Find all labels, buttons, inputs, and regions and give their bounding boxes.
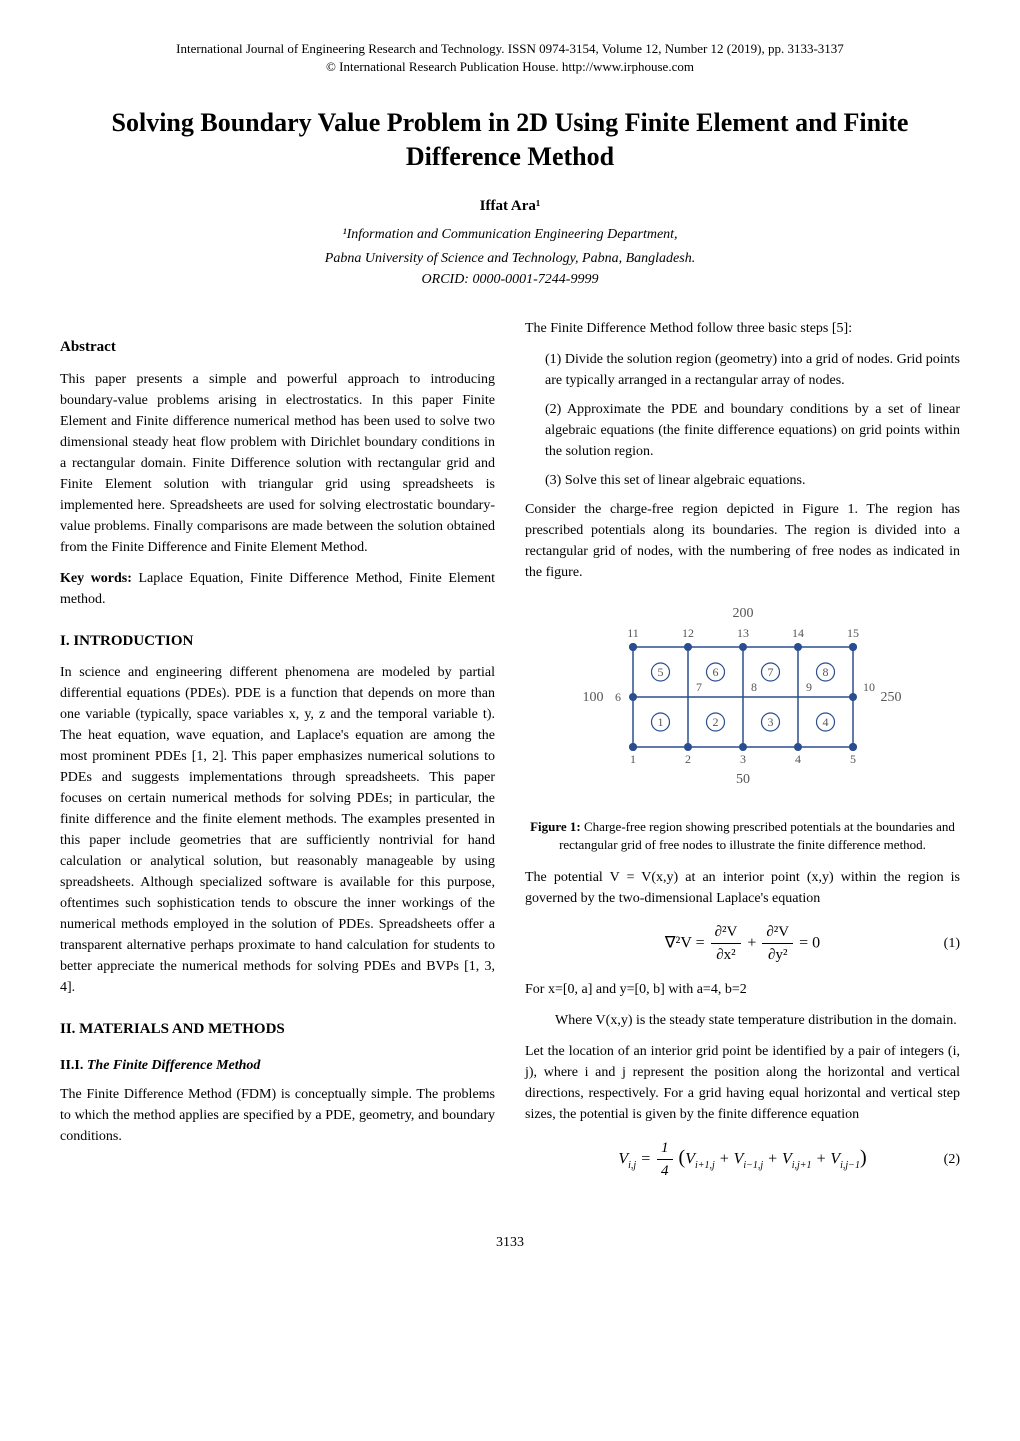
- eq2-p1: +: [715, 1150, 734, 1167]
- eq2-t1-sub: i+1,j: [695, 1159, 715, 1170]
- svg-text:10: 10: [863, 680, 875, 694]
- consider-paragraph: Consider the charge-free region depicted…: [525, 499, 960, 583]
- svg-text:3: 3: [767, 715, 773, 729]
- header-line2: © International Research Publication Hou…: [60, 58, 960, 76]
- author-name: Iffat Ara¹: [60, 198, 960, 215]
- abstract-text: This paper presents a simple and powerfu…: [60, 369, 495, 558]
- eq2-paren-close: ): [860, 1146, 867, 1168]
- svg-text:250: 250: [880, 690, 901, 705]
- affiliation-line1: ¹Information and Communication Engineeri…: [60, 225, 960, 245]
- eq1-t2-den: ∂y²: [762, 944, 793, 967]
- eq2-body: Vi,j = 14 (Vi+1,j + Vi−1,j + Vi,j+1 + Vi…: [618, 1137, 866, 1183]
- eq2-frac-num: 1: [657, 1137, 673, 1161]
- eq2-frac: 14: [657, 1137, 673, 1183]
- eq2-lhs: V: [618, 1150, 628, 1167]
- two-column-layout: Abstract This paper presents a simple an…: [60, 318, 960, 1194]
- svg-text:8: 8: [822, 665, 828, 679]
- eq2-t4-sub: i,j−1: [840, 1159, 860, 1170]
- steps-intro: The Finite Difference Method follow thre…: [525, 318, 960, 339]
- abstract-heading: Abstract: [60, 336, 495, 359]
- svg-text:15: 15: [847, 626, 859, 640]
- step-2: (2) Approximate the PDE and boundary con…: [545, 399, 960, 462]
- figure-1: 5162738411121314151234567891020010025050: [525, 597, 960, 804]
- svg-text:1: 1: [657, 715, 663, 729]
- eq1-plus: +: [747, 934, 756, 951]
- eq2-eq: =: [636, 1150, 655, 1167]
- eq2-t3: V: [782, 1150, 792, 1167]
- svg-text:100: 100: [582, 690, 603, 705]
- where-text: Where V(x,y) is the steady state tempera…: [525, 1010, 960, 1031]
- eq2-t2: V: [734, 1150, 744, 1167]
- eq2-t4: V: [830, 1150, 840, 1167]
- svg-text:6: 6: [615, 690, 621, 704]
- svg-text:50: 50: [736, 772, 750, 787]
- figure-1-svg: 5162738411121314151234567891020010025050: [563, 597, 923, 797]
- equation-1: ∇²V = ∂²V ∂x² + ∂²V ∂y² = 0 (1): [525, 921, 960, 967]
- affiliation-line2: Pabna University of Science and Technolo…: [60, 249, 960, 269]
- eq1-frac1: ∂²V ∂x²: [711, 921, 742, 967]
- equation-2: Vi,j = 14 (Vi+1,j + Vi−1,j + Vi,j+1 + Vi…: [525, 1137, 960, 1183]
- paper-title: Solving Boundary Value Problem in 2D Usi…: [60, 106, 960, 174]
- fig1-caption-text: Charge-free region showing prescribed po…: [559, 819, 955, 852]
- eq1-t1-num: ∂²V: [711, 921, 742, 945]
- eq2-frac-den: 4: [657, 1160, 673, 1183]
- keywords-label: Key words:: [60, 571, 132, 586]
- figure-1-caption: Figure 1: Charge-free region showing pre…: [525, 818, 960, 854]
- svg-text:5: 5: [657, 665, 663, 679]
- svg-text:4: 4: [822, 715, 828, 729]
- methods-heading: II. MATERIALS AND METHODS: [60, 1018, 495, 1041]
- fig1-caption-bold: Figure 1:: [530, 819, 581, 834]
- eq2-lhs-sub: i,j: [628, 1159, 636, 1170]
- orcid: ORCID: 0000-0001-7244-9999: [60, 272, 960, 288]
- eq2-t3-sub: i,j+1: [792, 1159, 812, 1170]
- svg-text:8: 8: [751, 680, 757, 694]
- step-1: (1) Divide the solution region (geometry…: [545, 349, 960, 391]
- eq1-lhs: ∇²V =: [665, 934, 705, 951]
- eq2-p3: +: [812, 1150, 831, 1167]
- eq2-number: (2): [944, 1149, 960, 1170]
- potential-text: The potential V = V(x,y) at an interior …: [525, 867, 960, 909]
- page-number: 3133: [60, 1235, 960, 1251]
- svg-text:9: 9: [806, 680, 812, 694]
- svg-text:14: 14: [792, 626, 804, 640]
- svg-text:6: 6: [712, 665, 718, 679]
- eq1-number: (1): [944, 933, 960, 954]
- svg-text:4: 4: [795, 752, 801, 766]
- svg-text:7: 7: [696, 680, 702, 694]
- svg-text:13: 13: [737, 626, 749, 640]
- domain-text: For x=[0, a] and y=[0, b] with a=4, b=2: [525, 979, 960, 1000]
- svg-text:11: 11: [627, 626, 639, 640]
- header-line1: International Journal of Engineering Res…: [60, 40, 960, 58]
- step-3: (3) Solve this set of linear algebraic e…: [545, 470, 960, 491]
- svg-text:2: 2: [712, 715, 718, 729]
- fdm-subheading: II.I. The Finite Difference Method: [60, 1055, 495, 1076]
- journal-header: International Journal of Engineering Res…: [60, 40, 960, 76]
- svg-text:12: 12: [682, 626, 694, 640]
- svg-text:5: 5: [850, 752, 856, 766]
- eq1-frac2: ∂²V ∂y²: [762, 921, 793, 967]
- eq2-t1: V: [685, 1150, 695, 1167]
- keywords: Key words: Laplace Equation, Finite Diff…: [60, 568, 495, 610]
- right-column: The Finite Difference Method follow thre…: [525, 318, 960, 1194]
- eq2-t2-sub: i−1,j: [743, 1159, 763, 1170]
- svg-text:7: 7: [767, 665, 773, 679]
- svg-text:3: 3: [740, 752, 746, 766]
- eq1-t1-den: ∂x²: [711, 944, 742, 967]
- eq2-p2: +: [763, 1150, 782, 1167]
- eq1-t2-num: ∂²V: [762, 921, 793, 945]
- eq1-body: ∇²V = ∂²V ∂x² + ∂²V ∂y² = 0: [665, 921, 820, 967]
- svg-text:200: 200: [732, 606, 753, 621]
- left-column: Abstract This paper presents a simple an…: [60, 318, 495, 1194]
- location-text: Let the location of an interior grid poi…: [525, 1041, 960, 1125]
- fdm-text: The Finite Difference Method (FDM) is co…: [60, 1084, 495, 1147]
- introduction-text: In science and engineering different phe…: [60, 662, 495, 998]
- svg-text:2: 2: [685, 752, 691, 766]
- eq1-rhs: = 0: [799, 934, 820, 951]
- svg-text:1: 1: [630, 752, 636, 766]
- introduction-heading: I. INTRODUCTION: [60, 630, 495, 653]
